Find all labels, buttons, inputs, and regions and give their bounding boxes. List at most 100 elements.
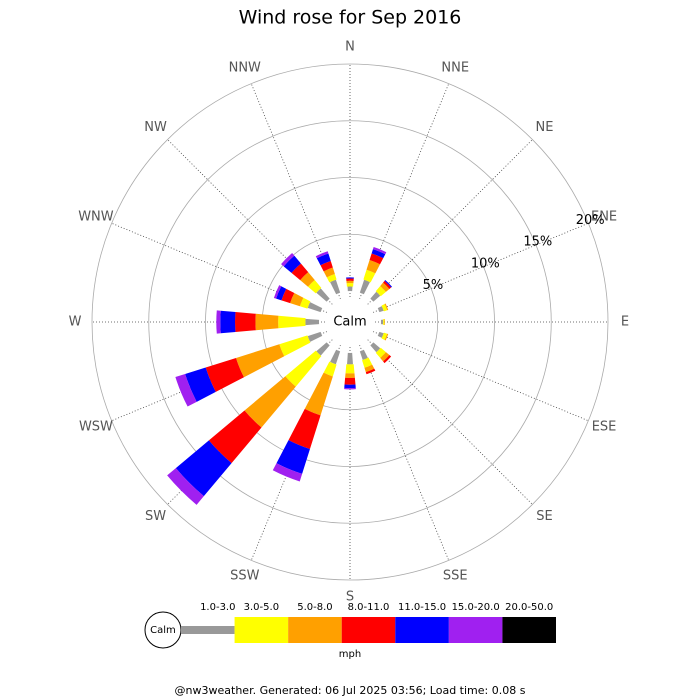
direction-label: WNW — [78, 209, 114, 224]
wedge — [346, 280, 354, 284]
wedge — [345, 373, 355, 378]
wedge — [316, 342, 330, 356]
ring-label: 5% — [423, 278, 444, 293]
wedge — [307, 331, 323, 342]
wedge — [377, 331, 384, 338]
wedge — [326, 274, 337, 283]
wedge — [375, 347, 386, 358]
wedge — [380, 282, 390, 292]
legend-swatch — [448, 617, 503, 643]
wedge — [330, 279, 341, 295]
wedge — [380, 319, 384, 325]
wedge — [220, 310, 236, 334]
legend-swatch — [341, 617, 396, 643]
wedge — [364, 364, 375, 373]
wedge — [276, 440, 310, 474]
wedge — [384, 303, 389, 311]
wedge — [346, 278, 354, 281]
wedge — [167, 468, 204, 505]
wedge — [347, 352, 353, 365]
wedge — [208, 410, 262, 464]
wedge — [359, 349, 368, 361]
wedge — [330, 349, 341, 365]
wedge — [384, 279, 393, 288]
grid-ring — [205, 177, 495, 467]
wedge — [383, 319, 385, 325]
legend-swatch — [288, 617, 342, 643]
direction-label: NNW — [229, 60, 261, 75]
calm-circle — [325, 297, 375, 347]
unit-label: mph — [339, 649, 361, 660]
wedge — [315, 251, 329, 259]
wedge — [323, 361, 337, 377]
direction-label: W — [69, 315, 82, 330]
ring-label: 20% — [576, 213, 605, 228]
direction-label: NNE — [441, 60, 469, 75]
legend-label: 11.0-15.0 — [398, 602, 446, 613]
wedge — [380, 352, 390, 362]
direction-label: ENE — [591, 209, 617, 224]
wedge — [290, 293, 304, 307]
wedge — [344, 387, 356, 390]
chart-title: Wind rose for Sep 2016 — [239, 7, 462, 29]
legend-label: 5.0-8.0 — [297, 602, 332, 613]
direction-label: NW — [144, 120, 167, 135]
wedge — [370, 291, 381, 302]
wedge — [175, 440, 232, 497]
legend-swatch — [395, 617, 449, 643]
legend-swatch — [234, 617, 289, 643]
wedge — [279, 335, 311, 357]
grid-ring — [148, 120, 552, 524]
wedge — [273, 285, 282, 299]
wedge — [369, 253, 384, 265]
wedge — [370, 342, 381, 353]
legend-swatch — [502, 617, 556, 643]
direction-label: SW — [145, 509, 166, 524]
wedge — [346, 283, 354, 287]
ring-label: 15% — [523, 235, 552, 250]
wedge — [377, 306, 384, 313]
wedge — [288, 408, 321, 449]
wedge — [362, 357, 373, 368]
wedge — [344, 377, 356, 385]
wedge — [285, 350, 322, 387]
wedge — [276, 286, 287, 301]
wedge — [371, 249, 386, 259]
wedge — [363, 269, 376, 283]
direction-label: SSE — [443, 569, 468, 584]
wedge — [320, 261, 333, 272]
wedge — [316, 288, 330, 302]
footer: @nw3weather. Generated: 06 Jul 2025 03:5… — [175, 684, 526, 697]
wedge — [300, 272, 315, 287]
direction-label: SE — [536, 509, 552, 524]
wedge — [384, 333, 389, 341]
wedge — [304, 372, 333, 416]
wedge — [347, 286, 353, 292]
wedge — [307, 302, 323, 313]
direction-label: WSW — [79, 420, 113, 435]
wedge — [175, 373, 197, 407]
wedge — [384, 318, 385, 326]
wedge — [291, 263, 309, 281]
legend-label: 8.0-11.0 — [348, 602, 390, 613]
wedge — [216, 310, 221, 334]
wedge — [283, 255, 301, 273]
wedge — [323, 267, 335, 278]
wedge — [299, 297, 311, 309]
direction-label: S — [346, 590, 354, 605]
wedge — [185, 367, 216, 402]
wedge — [346, 277, 354, 279]
spoke — [359, 344, 450, 561]
direction-label: N — [345, 40, 355, 55]
ring-label: 10% — [471, 256, 500, 271]
wedge — [272, 463, 303, 482]
wedge — [205, 357, 244, 392]
wedge — [278, 315, 306, 329]
wedge — [366, 259, 381, 274]
direction-label: NE — [535, 120, 553, 135]
wedge — [236, 344, 285, 378]
wedge — [381, 332, 388, 340]
spoke — [367, 339, 533, 505]
wedge — [305, 318, 320, 326]
